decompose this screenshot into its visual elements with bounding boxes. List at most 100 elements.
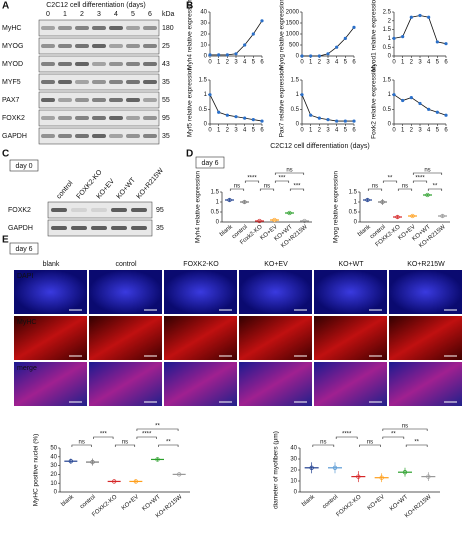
point (243, 116, 247, 120)
y-tick-label: 30 (290, 457, 297, 463)
axis (221, 192, 312, 223)
blot-band (109, 116, 123, 120)
significance-label: ns (320, 440, 326, 446)
y-axis-title: Myf5 relative expression (187, 67, 194, 137)
point (272, 217, 277, 223)
point (395, 214, 400, 220)
day-box (9, 242, 39, 255)
point (155, 457, 160, 462)
point (90, 459, 95, 465)
blot-strip (38, 73, 160, 91)
y-axis-title: Myog relative expression (333, 171, 340, 243)
y-tick-label: 20 (200, 32, 207, 38)
point (380, 199, 385, 205)
blot-band (58, 62, 72, 66)
y-tick-label: 1.5 (383, 27, 392, 33)
kda-marker: 35 (156, 225, 164, 232)
point (343, 119, 347, 123)
x-tick-label: 2 (318, 60, 322, 66)
significance-label: ns (424, 168, 430, 174)
x-tick-label: 6 (444, 60, 448, 66)
significance-label: *** (100, 432, 108, 438)
micrograph (164, 270, 237, 314)
significance-bracket (136, 436, 157, 439)
blot-band (126, 80, 140, 84)
significance-bracket (93, 436, 114, 439)
significance-label: ns (402, 424, 408, 430)
point (343, 36, 347, 41)
significance-bracket (335, 436, 358, 439)
x-tick-label: 1 (309, 128, 313, 134)
y-tick-label: 2 (388, 18, 392, 24)
significance-label: ns (286, 168, 292, 174)
blot-band (75, 26, 89, 30)
point (418, 13, 422, 18)
row-label: MYOD (2, 61, 23, 68)
x-tick-label: 4 (427, 60, 431, 66)
point (379, 475, 384, 480)
significance-bracket (259, 188, 275, 191)
y-tick-label: 2000 (286, 10, 300, 16)
significance-label: ** (166, 440, 171, 446)
point (234, 115, 238, 119)
y-tick-label: 40 (50, 454, 57, 460)
y-axis-title: Myod1 relative expression (371, 0, 378, 72)
point (177, 472, 182, 477)
line (393, 15, 447, 45)
significance-label: **** (142, 432, 152, 438)
point (356, 474, 361, 479)
blot-band (126, 26, 140, 30)
lane-label: KO+EV (96, 178, 117, 201)
lane-label: control (56, 180, 75, 201)
significance-bracket (359, 444, 381, 447)
line (301, 94, 354, 122)
blot-band (143, 44, 157, 48)
blot-band (58, 116, 72, 120)
significance-bracket (229, 188, 245, 191)
micrograph (89, 362, 162, 406)
point (435, 40, 439, 44)
significance-bracket (382, 436, 405, 439)
point (302, 218, 307, 224)
y-tick-label: 1 (354, 200, 358, 206)
y-tick-label: 1.5 (383, 78, 392, 84)
row-label: FOXK2 (2, 115, 25, 122)
point (227, 197, 232, 203)
point (309, 465, 314, 470)
blot-band (71, 226, 87, 230)
x-tick-label: 1 (401, 128, 405, 134)
point (409, 96, 413, 100)
blot-band (51, 208, 67, 212)
lane-label: 5 (131, 11, 135, 18)
x-tick-label: 3 (418, 60, 422, 66)
x-tick-label: 1 (217, 60, 221, 66)
y-axis-title: Myh4 relative expression (195, 171, 202, 243)
channel-label: MyHC (17, 319, 36, 326)
x-tick-label: 5 (252, 128, 256, 134)
blot-band (126, 44, 140, 48)
column-label: blank (43, 261, 60, 268)
point (251, 32, 255, 36)
point (133, 479, 138, 484)
point (309, 113, 313, 117)
x-tick-label: 6 (352, 128, 356, 134)
y-tick-label: 1 (216, 200, 220, 206)
significance-label: ** (388, 176, 393, 182)
blot-title: C2C12 cell differentiation (days) (46, 2, 145, 9)
x-tick-label: 4 (243, 128, 247, 134)
kda-marker: 180 (162, 25, 174, 32)
point (287, 210, 292, 216)
x-tick-label: 1 (401, 60, 405, 66)
point (217, 110, 221, 114)
kda-marker: 43 (162, 61, 170, 68)
y-tick-label: 1500 (286, 21, 300, 27)
point (208, 93, 212, 97)
blot-band (109, 44, 123, 48)
blot-band (51, 226, 67, 230)
significance-label: **** (247, 176, 257, 182)
blot-band (109, 98, 123, 102)
micrograph (89, 316, 162, 360)
y-axis-title: diameter of myofibers (μm) (273, 431, 280, 509)
point (332, 465, 338, 470)
